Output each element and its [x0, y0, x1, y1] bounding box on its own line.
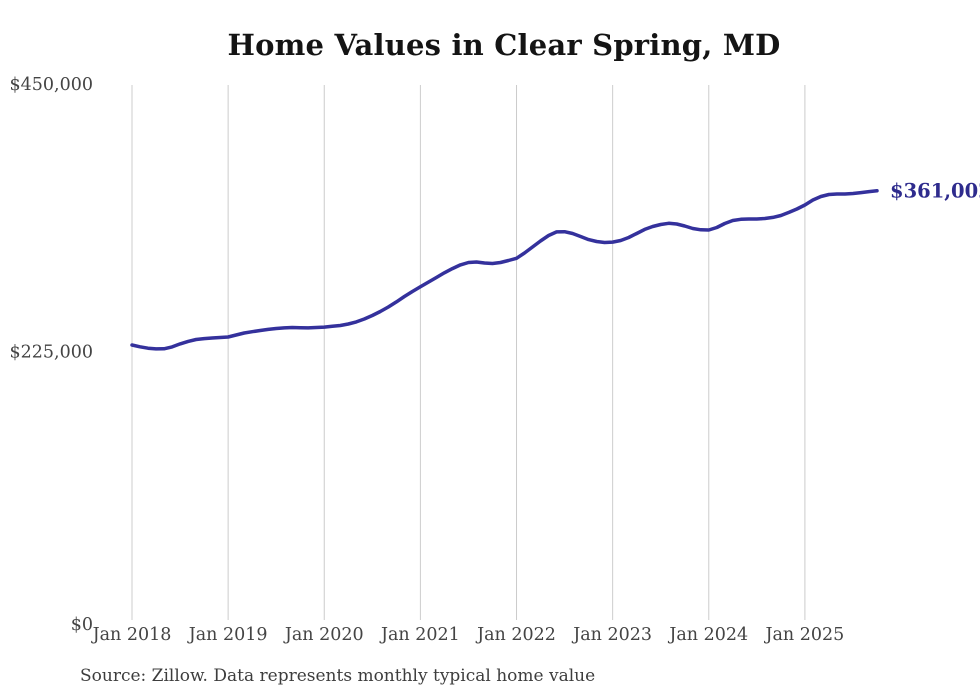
home-value-series-line: [130, 189, 879, 351]
y-tick-label: $0: [71, 615, 93, 635]
x-tick-label: Jan 2024: [667, 625, 748, 645]
y-tick-label: $225,000: [9, 343, 93, 363]
y-tick-label: $450,000: [9, 75, 93, 95]
x-tick-label: Jan 2022: [475, 625, 556, 645]
chart-title: Home Values in Clear Spring, MD: [227, 28, 781, 62]
source-note: Source: Zillow. Data represents monthly …: [80, 666, 596, 686]
end-value-label: $361,002: [890, 179, 980, 202]
x-tick-label: Jan 2020: [283, 625, 364, 645]
x-tick-label: Jan 2025: [763, 625, 844, 645]
x-tick-label: Jan 2019: [187, 625, 268, 645]
x-tick-label: Jan 2021: [379, 625, 460, 645]
x-tick-label: Jan 2023: [571, 625, 652, 645]
x-tick-label: Jan 2018: [91, 625, 172, 645]
